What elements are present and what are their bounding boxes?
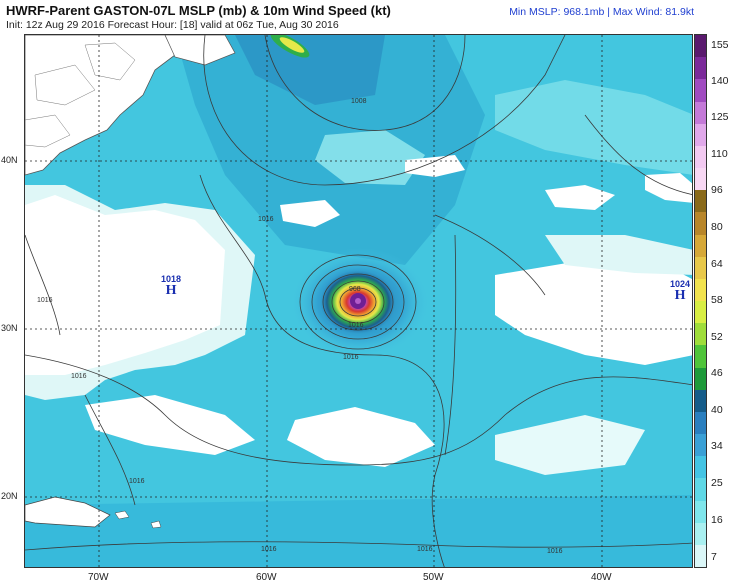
longitude-label: 40W: [591, 572, 612, 583]
colorbar-segment: [695, 123, 706, 147]
calm-area: [545, 185, 615, 210]
colorbar-segment: [695, 323, 706, 346]
land-mass: [164, 35, 236, 66]
colorbar-label: 140: [711, 75, 729, 87]
graticule: [25, 35, 692, 567]
colorbar-segment: [695, 57, 706, 80]
isobar-label: 1016: [261, 546, 277, 553]
longitude-label: 70W: [88, 572, 109, 583]
colorbar-label: 155: [711, 39, 729, 51]
pressure-letter: H: [165, 283, 177, 298]
calm-area: [315, 130, 425, 185]
colorbar-segment: [695, 301, 706, 324]
isobar-lines: [25, 35, 692, 567]
wind-speed-colorbar: [694, 34, 707, 568]
colorbar-label: 7: [711, 551, 717, 563]
colorbar-segment: [695, 256, 706, 280]
pressure-value: 1018: [161, 274, 182, 284]
colorbar-segment: [695, 389, 706, 413]
latitude-label: 30N: [1, 323, 18, 333]
colorbar-label: 52: [711, 331, 723, 343]
latitude-label: 20N: [1, 491, 18, 501]
calm-area: [495, 415, 645, 475]
colorbar-label: 34: [711, 440, 723, 452]
colorbar-segment: [695, 500, 706, 524]
storm-stats: Min MSLP: 968.1mb | Max Wind: 81.9kt: [509, 6, 694, 18]
colorbar-segment: [695, 168, 706, 191]
island: [25, 496, 111, 528]
isobar-label: 1016: [258, 216, 274, 223]
isobar-label: 1016: [129, 478, 145, 485]
longitude-label: 50W: [423, 572, 444, 583]
calm-area: [645, 173, 692, 203]
map-subtitle: Init: 12z Aug 29 2016 Forecast Hour: [18…: [6, 19, 339, 31]
colorbar-segment: [695, 145, 706, 169]
isobar-label: 1016: [547, 548, 563, 555]
storm-center-label: 968: [349, 286, 361, 293]
high-pressure-center: 1018 H: [161, 274, 182, 298]
calm-area: [495, 80, 692, 175]
calm-area: [85, 395, 255, 455]
colorbar-label: 64: [711, 258, 723, 270]
map-title: HWRF-Parent GASTON-07L MSLP (mb) & 10m W…: [6, 3, 391, 18]
pressure-value: 1024: [670, 279, 691, 289]
calm-area: [545, 235, 692, 275]
colorbar-segment: [695, 434, 706, 457]
isobar-label: 1008: [351, 98, 367, 105]
colorbar-segment: [695, 367, 706, 391]
colorbar-label: 25: [711, 477, 723, 489]
pressure-letter: H: [674, 288, 686, 303]
calm-area: [280, 200, 340, 227]
colorbar-segment: [695, 35, 706, 58]
calm-area: [287, 407, 435, 467]
state-border: [25, 114, 71, 148]
colorbar-label: 96: [711, 184, 723, 196]
state-border: [84, 42, 136, 81]
colorbar-segment: [695, 544, 706, 568]
colorbar-label: 58: [711, 294, 723, 306]
island: [114, 510, 130, 520]
isobar-label: 1016: [37, 297, 53, 304]
colorbar-segment: [695, 212, 706, 235]
colorbar-segment: [695, 456, 706, 479]
hurricane-eye-center: [355, 298, 361, 304]
isobar-label: 1016: [343, 354, 359, 361]
colorbar-segment: [695, 522, 706, 546]
colorbar-segment: [695, 345, 706, 368]
calm-area: [495, 260, 692, 365]
colorbar-label: 46: [711, 367, 723, 379]
wind-field-band: [235, 35, 385, 105]
wind-maximum: [279, 37, 305, 53]
wind-field-band: [25, 495, 692, 567]
latitude-label: 40N: [1, 155, 18, 165]
island: [150, 520, 162, 529]
colorbar-segment: [695, 79, 706, 102]
colorbar-label: 40: [711, 404, 723, 416]
colorbar-segment: [695, 190, 706, 213]
calm-area: [405, 155, 465, 177]
colorbar-label: 110: [711, 148, 728, 160]
high-pressure-center: 1024 H: [670, 279, 691, 303]
map-canvas: 1008 1016 1016 1016 1016 1016 1016 1016 …: [25, 35, 692, 567]
colorbar-label: 80: [711, 221, 723, 233]
colorbar-segment: [695, 234, 706, 258]
colorbar-segment: [695, 411, 706, 435]
state-border: [34, 64, 96, 106]
isobar-label: 1016: [417, 546, 433, 553]
colorbar-segment: [695, 478, 706, 501]
calm-area: [25, 195, 225, 375]
colorbar-segment: [695, 101, 706, 125]
weather-map: 1008 1016 1016 1016 1016 1016 1016 1016 …: [24, 34, 693, 568]
colorbar-segment: [695, 278, 706, 302]
isobar-label: 1016: [348, 322, 364, 329]
colorbar-label: 16: [711, 514, 723, 526]
colorbar-label: 125: [711, 111, 729, 123]
longitude-label: 60W: [256, 572, 277, 583]
isobar-label: 1016: [71, 373, 87, 380]
